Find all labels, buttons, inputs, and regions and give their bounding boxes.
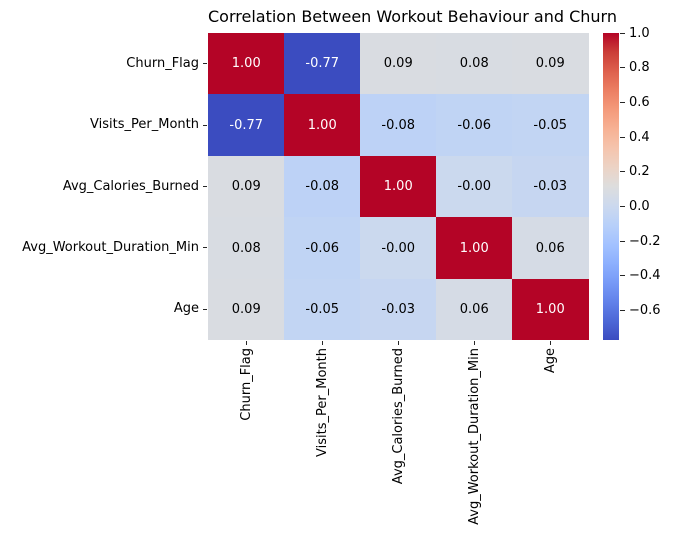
x-tick-mark [245, 341, 247, 345]
heatmap-cell: -0.05 [512, 94, 589, 157]
cell-value: -0.03 [381, 302, 416, 318]
colorbar-tick-label: 0.8 [629, 60, 650, 76]
cell-value: -0.03 [533, 179, 568, 195]
heatmap-cell: 0.08 [208, 217, 285, 280]
cell-value: 0.06 [459, 302, 489, 318]
cell-value: 0.08 [459, 56, 489, 72]
colorbar-tick-label: 1.0 [629, 25, 650, 41]
x-tick-mark [397, 341, 399, 345]
colorbar-tick-mark [620, 136, 625, 138]
x-tick-label: Avg_Workout_Duration_Min [466, 348, 482, 525]
heatmap-cell: 0.09 [208, 278, 285, 341]
cell-value: -0.00 [381, 240, 416, 256]
cell-value: -0.06 [305, 240, 340, 256]
heatmap-cell: -0.00 [360, 217, 437, 280]
cell-value: -0.05 [305, 302, 340, 318]
colorbar-tick-label: −0.2 [629, 233, 661, 249]
cell-value: 1.00 [231, 56, 261, 72]
cell-value: 0.09 [231, 179, 261, 195]
y-tick-mark [203, 124, 207, 126]
heatmap-cell: 0.09 [208, 155, 285, 218]
cell-value: -0.00 [457, 179, 492, 195]
y-tick-label: Churn_Flag [126, 55, 199, 71]
colorbar-tick-label: −0.4 [629, 268, 661, 284]
x-tick-label: Avg_Calories_Burned [390, 348, 406, 485]
colorbar-tick-mark [620, 275, 625, 277]
heatmap-cell: 1.00 [512, 278, 589, 341]
chart-title: Correlation Between Workout Behaviour an… [208, 7, 617, 26]
x-tick-mark [549, 341, 551, 345]
colorbar-tick-label: 0.4 [629, 129, 650, 145]
cell-value: 1.00 [535, 302, 565, 318]
colorbar-tick-label: 0.0 [629, 198, 650, 214]
y-tick-mark [203, 63, 207, 65]
colorbar-tick-mark [620, 205, 625, 207]
cell-value: -0.77 [229, 117, 264, 133]
y-tick-mark [203, 308, 207, 310]
cell-value: 1.00 [383, 179, 413, 195]
heatmap-cell: -0.03 [360, 278, 437, 341]
heatmap-cell: -0.08 [360, 94, 437, 157]
heatmap-cell: -0.05 [284, 278, 361, 341]
heatmap-cell: -0.00 [436, 155, 513, 218]
y-tick-mark [203, 247, 207, 249]
cell-value: 1.00 [307, 117, 337, 133]
colorbar-tick-mark [620, 101, 625, 103]
x-tick-label: Visits_Per_Month [314, 348, 330, 457]
colorbar-tick-label: 0.2 [629, 164, 650, 180]
x-tick-mark [473, 341, 475, 345]
y-tick-label: Visits_Per_Month [90, 117, 199, 133]
y-tick-label: Age [173, 301, 199, 317]
cell-value: 0.09 [383, 56, 413, 72]
cell-value: 0.09 [231, 302, 261, 318]
cell-value: 0.08 [231, 240, 261, 256]
x-tick-mark [321, 341, 323, 345]
colorbar-tick-mark [620, 240, 625, 242]
cell-value: -0.08 [381, 117, 416, 133]
y-tick-label: Avg_Workout_Duration_Min [22, 239, 199, 255]
colorbar-tick-label: 0.6 [629, 94, 650, 110]
colorbar-tick-mark [620, 310, 625, 311]
heatmap-cell: 0.09 [512, 33, 589, 95]
heatmap-cell: 1.00 [284, 94, 361, 157]
colorbar-tick-mark [620, 32, 625, 34]
colorbar-tick-label: −0.6 [629, 303, 661, 318]
cell-value: -0.05 [533, 117, 568, 133]
colorbar-tick-mark [620, 171, 625, 173]
heatmap-cell: 0.08 [436, 33, 513, 95]
heatmap-cell: 1.00 [208, 33, 285, 95]
colorbar [603, 33, 619, 340]
heatmap-grid: 1.00 -0.77 0.09 0.08 0.09 -0.77 1.00 -0.08 -0.06… [208, 33, 589, 341]
heatmap-cell: -0.03 [512, 155, 589, 218]
heatmap-cell: 1.00 [360, 155, 437, 218]
cell-value: -0.08 [305, 179, 340, 195]
cell-value: 0.09 [535, 56, 565, 72]
heatmap-cell: -0.77 [284, 33, 361, 95]
heatmap-cell: 1.00 [436, 217, 513, 280]
heatmap-cell: -0.06 [284, 217, 361, 280]
heatmap-cell: -0.08 [284, 155, 361, 218]
x-tick-label: Churn_Flag [238, 348, 254, 421]
heatmap-cell: 0.06 [512, 217, 589, 280]
heatmap-cell: -0.06 [436, 94, 513, 157]
cell-value: -0.77 [305, 56, 340, 72]
colorbar-tick-mark [620, 67, 625, 69]
cell-value: -0.06 [457, 117, 492, 133]
y-tick-label: Avg_Calories_Burned [62, 178, 199, 194]
cell-value: 0.06 [535, 240, 565, 256]
y-tick-mark [203, 186, 207, 187]
heatmap-cell: 0.06 [436, 278, 513, 341]
heatmap-cell: 0.09 [360, 33, 437, 95]
heatmap-cell: -0.77 [208, 94, 285, 157]
cell-value: 1.00 [459, 240, 489, 256]
x-tick-label: Age [542, 348, 558, 374]
